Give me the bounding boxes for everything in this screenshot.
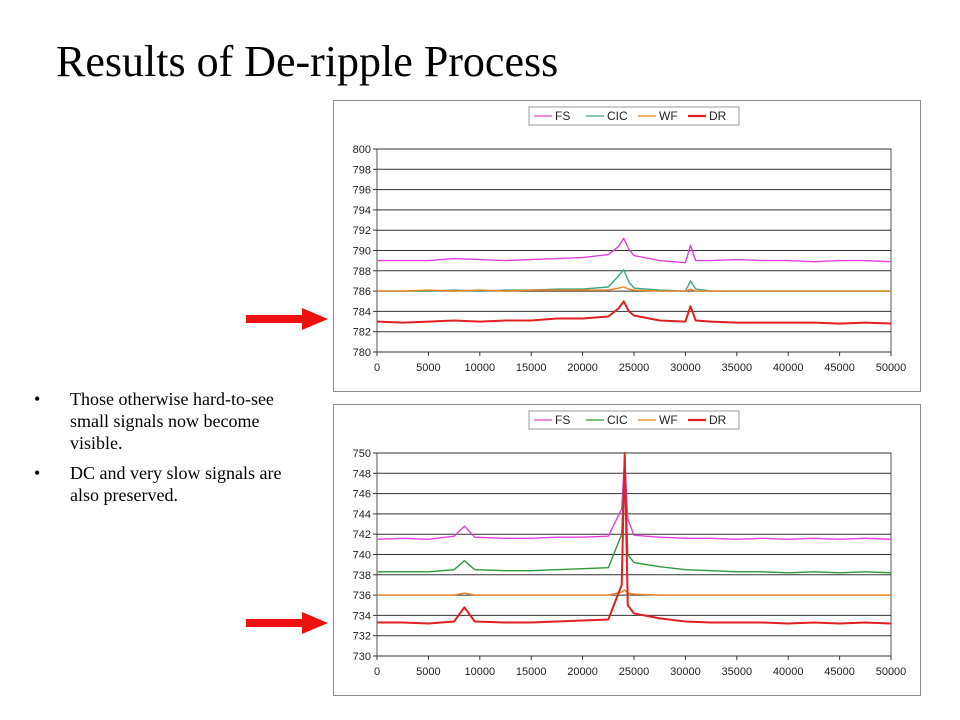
y-tick-label: 782 — [353, 327, 371, 339]
series-line-cic — [377, 462, 892, 574]
x-tick-label: 30000 — [670, 362, 701, 374]
x-tick-label: 40000 — [773, 362, 804, 374]
y-tick-label: 742 — [353, 529, 371, 541]
legend-label: WF — [659, 413, 678, 427]
legend-label: DR — [709, 109, 727, 123]
x-tick-label: 15000 — [516, 362, 547, 374]
x-tick-label: 45000 — [824, 666, 855, 678]
x-tick-label: 30000 — [670, 666, 701, 678]
legend: FS CIC WF DR — [528, 410, 740, 430]
y-tick-label: 790 — [353, 246, 371, 258]
bullet-item: • Those otherwise hard-to-see small sign… — [34, 388, 294, 454]
x-tick-label: 10000 — [465, 362, 496, 374]
y-tick-label: 786 — [353, 286, 371, 298]
x-tick-label: 10000 — [465, 666, 496, 678]
series-line-wf — [377, 286, 891, 292]
y-tick-label: 788 — [353, 266, 371, 278]
legend: FS CIC WF DR — [528, 106, 740, 126]
legend-box — [528, 410, 740, 430]
chart-top: FS CIC WF DR 780 782 784 786 788 790 792 794 796 798 8… — [333, 100, 921, 392]
chart-bottom: FS CIC WF DR 730 732 734 736 738 740 742 744 746 748 7… — [333, 404, 921, 696]
legend-label: CIC — [607, 109, 628, 123]
right-arrow-icon — [246, 612, 328, 634]
bullet-list: • Those otherwise hard-to-see small sign… — [34, 388, 294, 514]
y-tick-label: 730 — [353, 651, 371, 663]
legend-label: FS — [555, 109, 570, 123]
y-tick-label: 740 — [353, 550, 371, 562]
y-tick-label: 800 — [353, 144, 371, 156]
x-tick-label: 25000 — [619, 362, 650, 374]
bullet-symbol: • — [34, 463, 41, 483]
bullet-text: DC and very slow signals are also preser… — [70, 463, 282, 505]
x-tick-label: 35000 — [722, 362, 753, 374]
y-tick-label: 792 — [353, 225, 371, 237]
x-tick-label: 0 — [374, 666, 380, 678]
series-line-dr — [377, 452, 892, 625]
x-tick-label: 35000 — [722, 666, 753, 678]
y-tick-label: 796 — [353, 185, 371, 197]
series-line-wf — [377, 589, 891, 596]
y-tick-label: 748 — [353, 468, 371, 480]
y-tick-label: 798 — [353, 164, 371, 176]
y-tick-label: 732 — [353, 631, 371, 643]
x-tick-label: 0 — [374, 362, 380, 374]
x-tick-label: 5000 — [416, 362, 440, 374]
legend-label: WF — [659, 109, 678, 123]
x-tick-label: 40000 — [773, 666, 804, 678]
bullet-item: • DC and very slow signals are also pres… — [34, 462, 294, 506]
bullet-text: Those otherwise hard-to-see small signal… — [70, 389, 274, 453]
y-tick-label: 794 — [353, 205, 371, 217]
series-line-cic — [377, 269, 891, 292]
y-tick-label: 736 — [353, 590, 371, 602]
slide-title: Results of De-ripple Process — [56, 37, 559, 86]
x-tick-label: 25000 — [619, 666, 650, 678]
series-line-dr — [376, 300, 892, 325]
series-line-fs — [377, 237, 892, 264]
x-tick-label: 50000 — [876, 666, 907, 678]
y-tick-label: 734 — [353, 610, 371, 622]
legend-box — [528, 106, 740, 126]
bullet-symbol: • — [34, 389, 41, 409]
x-tick-label: 20000 — [567, 666, 598, 678]
x-tick-label: 50000 — [876, 362, 907, 374]
y-tick-label: 746 — [353, 489, 371, 501]
chart-top-svg: FS CIC WF DR 780 782 784 786 788 790 792 794 796 798 8… — [353, 106, 907, 374]
x-tick-label: 45000 — [824, 362, 855, 374]
y-tick-label: 744 — [353, 509, 371, 521]
legend-label: DR — [709, 413, 727, 427]
x-tick-label: 5000 — [416, 666, 440, 678]
legend-label: CIC — [607, 413, 628, 427]
right-arrow-icon — [246, 308, 328, 330]
series-line-fs — [376, 457, 892, 541]
y-tick-label: 750 — [353, 448, 371, 460]
y-tick-label: 784 — [353, 306, 371, 318]
legend-label: FS — [555, 413, 570, 427]
y-tick-label: 738 — [353, 570, 371, 582]
y-tick-label: 780 — [353, 347, 371, 359]
x-tick-label: 15000 — [516, 666, 547, 678]
chart-bottom-svg: FS CIC WF DR 730 732 734 736 738 740 742 744 746 748 7… — [353, 410, 907, 678]
x-tick-label: 20000 — [567, 362, 598, 374]
